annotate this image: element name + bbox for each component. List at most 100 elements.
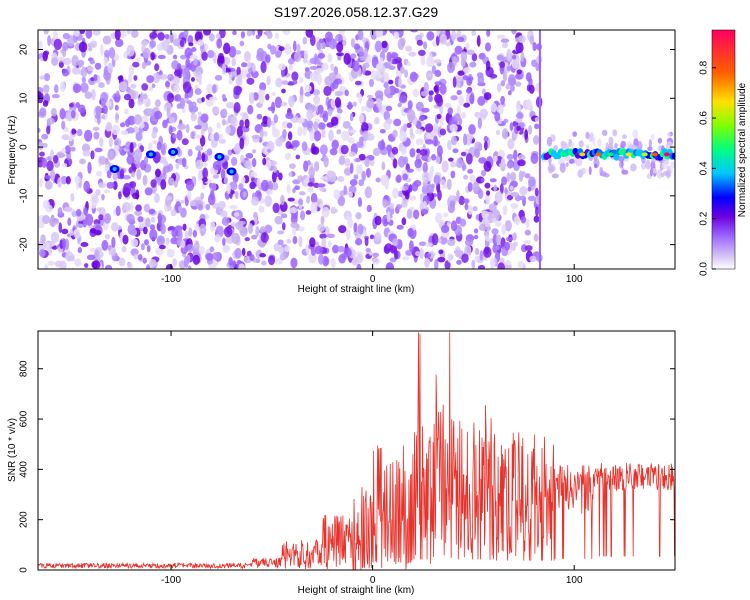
spectrogram-cell (154, 63, 160, 72)
spectrogram-cell (502, 70, 508, 82)
spectrogram-cell (422, 200, 427, 209)
spectrogram-cell (138, 122, 145, 129)
spectrogram-cell (399, 66, 405, 74)
spectrogram-cell (238, 183, 244, 191)
spectrogram-cell (110, 222, 119, 232)
spectrogram-cell (408, 184, 413, 193)
spectrogram-cell (375, 177, 381, 183)
spectrogram-cell (44, 264, 49, 269)
spectrogram-cell (463, 102, 470, 108)
spectrogram-cell (202, 177, 208, 183)
spectrogram-cell (280, 68, 285, 78)
spectrogram-cell (495, 234, 502, 245)
spectrogram-cell (135, 131, 143, 142)
spectrogram-cell (105, 100, 112, 107)
spectrogram-cell (104, 233, 111, 240)
spectrogram-cell (401, 217, 407, 226)
spectrogram-cell (528, 125, 533, 135)
spectrogram-cell (358, 153, 366, 161)
spectrogram-cell (409, 195, 417, 201)
spectrogram-cell (281, 222, 286, 231)
spectrogram-cell (509, 172, 517, 181)
spectrogram-cell (214, 234, 222, 243)
spectrogram-cell (143, 226, 148, 235)
spectrogram-cell (449, 200, 456, 209)
spectrogram-cell (223, 176, 229, 185)
spectrogram-cell (221, 216, 230, 226)
spectrogram-cell (472, 206, 478, 212)
spectrogram-cell (333, 66, 339, 76)
spectrogram-cell (130, 238, 139, 248)
spectrogram-cell (243, 50, 251, 62)
spectrogram-cell (114, 30, 121, 41)
spectrogram-cell (268, 255, 276, 266)
spectrogram-cell (671, 152, 675, 160)
spectrogram-cell (101, 193, 105, 201)
spectrogram-cell (524, 229, 531, 236)
spectrogram-cell (359, 136, 364, 144)
y-tick-label: 800 (19, 360, 30, 377)
spectrogram-cell (496, 34, 502, 40)
spectrogram-cell (84, 91, 93, 99)
spectrogram-cell (621, 169, 629, 175)
spectrogram-cell (385, 262, 395, 269)
spectrogram-cell (161, 39, 170, 51)
spectrogram-cell (76, 128, 83, 137)
spectrogram-cell (286, 238, 292, 244)
spectrogram-cell (114, 38, 124, 48)
spectrogram-cell (319, 233, 327, 239)
spectrogram-cell (227, 149, 233, 156)
spectrogram-cell (74, 258, 82, 267)
spectrogram-cell (447, 238, 456, 247)
spectrogram-cell (309, 34, 316, 47)
spectrogram-cell (428, 94, 433, 103)
spectrogram-cell (229, 169, 234, 174)
spectrogram-cell (411, 181, 419, 192)
spectrogram-cell (456, 157, 464, 169)
spectrogram-cell (266, 117, 272, 128)
spectrogram-cell (491, 228, 499, 235)
spectrogram-cell (474, 148, 480, 158)
spectrogram-cell (371, 257, 381, 265)
spectrogram-cell (171, 228, 178, 238)
spectrogram-cell (401, 200, 408, 208)
spectrogram-cell (321, 62, 329, 71)
snr-frame (37, 330, 676, 571)
spectrogram-cell (162, 119, 168, 129)
spectrogram-cell (172, 54, 178, 60)
spectrogram-cell (419, 247, 424, 260)
spectrogram-cell (102, 35, 112, 45)
spectrogram-cell (452, 76, 457, 88)
spectrogram-cell (61, 147, 66, 154)
spectrogram-cell (89, 59, 96, 65)
spectrogram-cell (201, 152, 206, 163)
spectrogram-cell (386, 211, 391, 223)
spectrogram-cell (65, 251, 74, 262)
spectrogram-cell (608, 136, 614, 146)
spectrogram-cell (264, 146, 270, 156)
spectrogram-cell (80, 66, 88, 78)
spectrogram-cell (263, 130, 268, 137)
spectrogram-cell (190, 131, 195, 139)
spectrogram-cell (390, 52, 399, 60)
spectrogram-cell (87, 161, 92, 174)
spectrogram-cell (186, 100, 193, 105)
spectrogram-cell (292, 200, 300, 205)
spectrogram-cell (465, 42, 470, 50)
spectrogram-cell (103, 56, 108, 67)
spectrogram-cell (240, 31, 246, 39)
spectrogram-cell (356, 253, 364, 264)
spectrogram-cell (165, 264, 174, 269)
spectrogram-cell (81, 76, 86, 83)
spectrogram-cell (152, 72, 161, 84)
spectrogram-cell (120, 30, 127, 38)
spectrogram-cell (408, 51, 417, 57)
spectrogram-cell (181, 138, 189, 146)
spectrogram-cell (182, 223, 187, 231)
spectrogram-cell (252, 211, 259, 220)
spectrogram-cell (461, 111, 467, 119)
y-tick-label: 400 (19, 461, 30, 478)
spectrogram-cell (481, 88, 486, 95)
spectrogram-cell (394, 88, 400, 94)
spectrogram-cell (154, 168, 161, 178)
